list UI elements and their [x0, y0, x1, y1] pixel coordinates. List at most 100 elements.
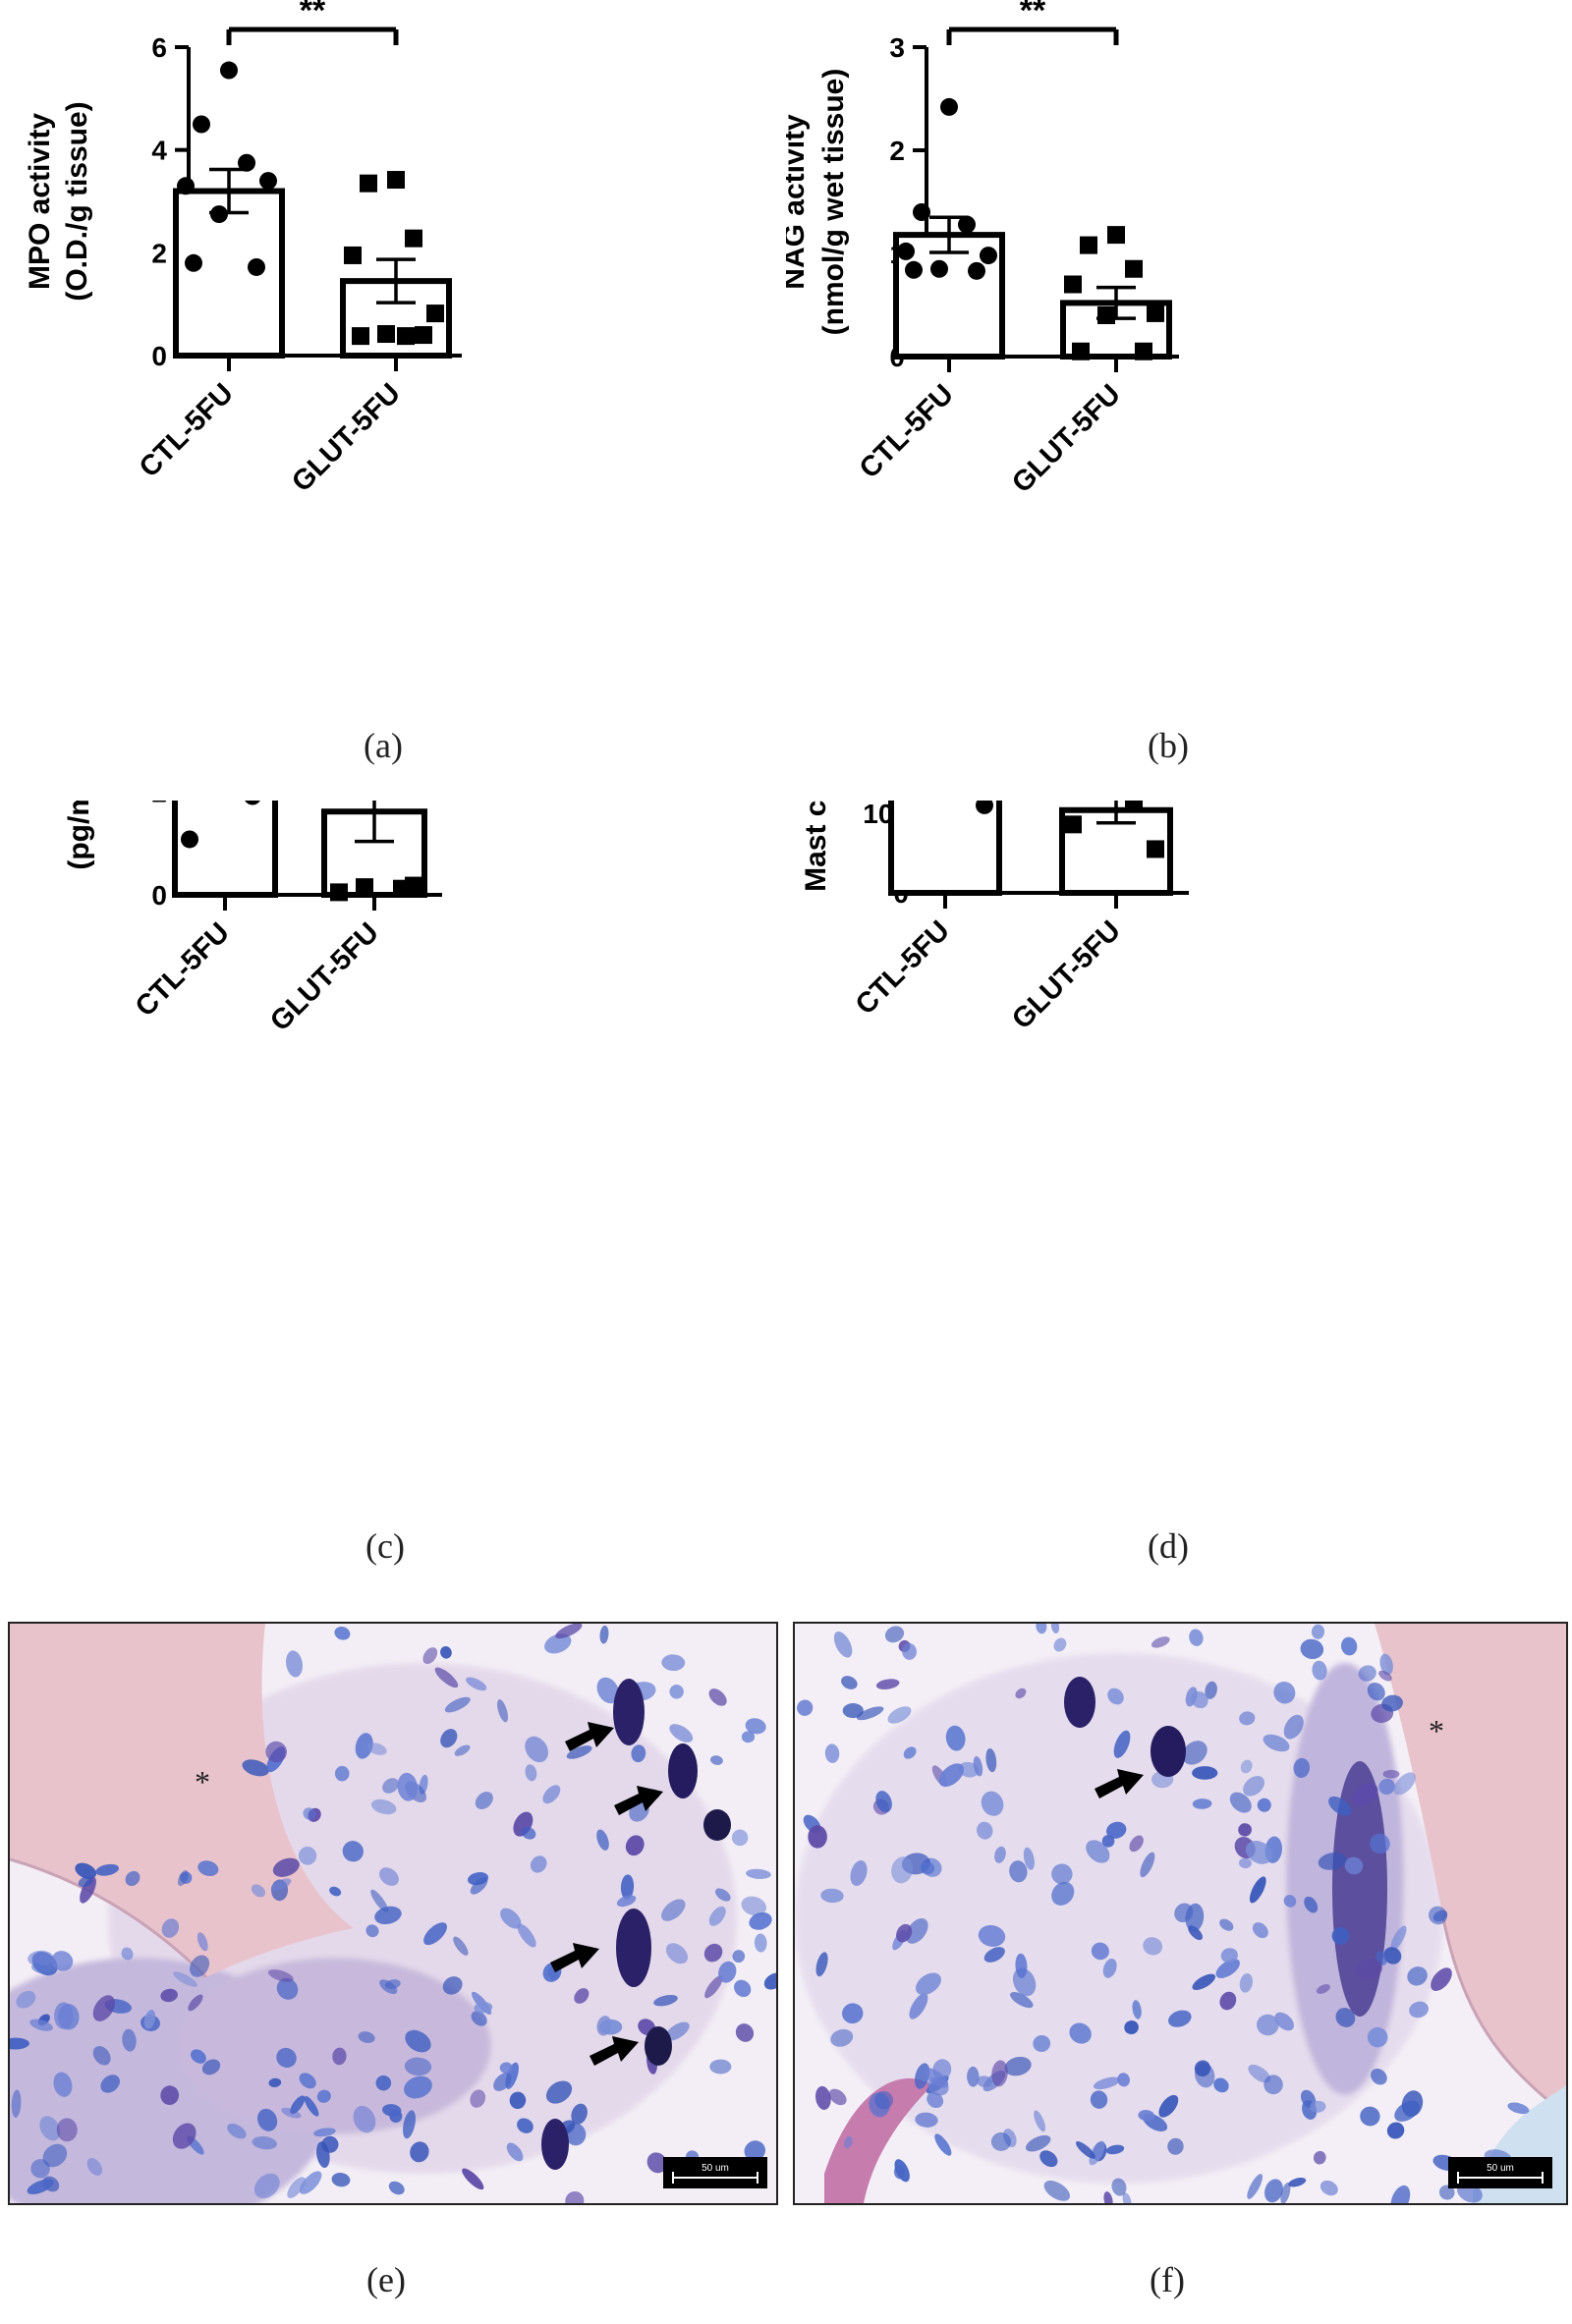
arrow-icon	[590, 2036, 639, 2066]
nucleus	[358, 2031, 375, 2043]
nucleus	[525, 1736, 549, 1763]
nucleus	[1431, 1967, 1452, 1991]
nucleus	[29, 2019, 53, 2031]
nucleus	[1283, 1714, 1304, 1740]
nucleus	[544, 1633, 572, 1654]
data-point	[248, 257, 265, 276]
nucleus	[404, 2075, 432, 2099]
nucleus	[620, 1874, 635, 1900]
nucleus	[945, 1725, 966, 1751]
micrograph-f-image: 50 um *	[795, 1624, 1566, 2203]
nucleus	[1304, 1896, 1319, 1913]
significance-marker: **	[300, 0, 326, 29]
cell-nuclei	[797, 1624, 1530, 2203]
nucleus	[355, 1733, 373, 1759]
nucleus	[56, 2118, 78, 2142]
nucleus	[1089, 2140, 1105, 2166]
nucleus	[172, 2123, 196, 2149]
nucleus	[991, 2060, 1008, 2087]
nucleus	[1091, 1942, 1109, 1961]
nucleus	[1263, 1734, 1290, 1752]
nucleus	[843, 2135, 853, 2149]
nucleus	[31, 1963, 48, 1974]
micrograph-e-image: 50 um *	[10, 1624, 776, 2203]
nucleus	[78, 1876, 93, 1888]
data-point	[897, 242, 915, 260]
nucleus	[887, 1706, 912, 1724]
nucleus	[365, 1924, 379, 1938]
nucleus	[517, 2118, 533, 2133]
nucleus	[453, 1936, 469, 1956]
nucleus	[981, 1791, 1004, 1816]
data-point	[968, 261, 985, 280]
data-point	[426, 304, 444, 323]
nucleus	[661, 1654, 686, 1672]
nucleus	[598, 2019, 623, 2035]
nucleus	[1086, 1840, 1110, 1863]
nucleus	[143, 2010, 156, 2029]
nucleus	[1239, 1973, 1253, 1993]
nucleus	[403, 2110, 416, 2139]
nucleus	[744, 2140, 765, 2162]
nucleus	[125, 1870, 140, 1887]
data-point	[940, 97, 958, 116]
nucleus	[54, 2002, 74, 2029]
nucleus	[121, 1947, 134, 1961]
nucleus	[874, 2090, 894, 2110]
nucleus	[1182, 1741, 1207, 1765]
y-tick-label: 4	[151, 136, 167, 166]
nucleus	[257, 2108, 278, 2131]
nucleus	[732, 1950, 746, 1964]
nucleus	[1371, 2068, 1387, 2085]
nucleus	[10, 2037, 29, 2050]
nucleus	[1319, 2180, 1338, 2196]
nucleus	[1300, 1638, 1324, 1660]
nucleus	[321, 2135, 339, 2153]
nucleus	[509, 2091, 527, 2110]
nucleus	[896, 1923, 913, 1943]
nucleus	[313, 2128, 336, 2137]
nucleus	[444, 1696, 471, 1713]
nucleus	[665, 2021, 690, 2041]
data-point	[177, 177, 195, 195]
nucleus	[1409, 2001, 1430, 2019]
nucleus	[1383, 1947, 1402, 1964]
nucleus	[824, 1743, 840, 1763]
nucleus	[1129, 1835, 1144, 1853]
y-tick-label: 2	[151, 238, 167, 268]
nucleus	[1249, 1876, 1266, 1904]
x-tick-label: GLUT-5FU	[286, 377, 407, 498]
nucleus	[500, 1908, 522, 1929]
nucleus	[521, 1827, 536, 1840]
nucleus	[316, 2089, 331, 2103]
nucleus	[1312, 1660, 1327, 1681]
y-tick-label: 3	[889, 32, 905, 63]
nucleus	[173, 1971, 197, 1987]
nucleus	[334, 1626, 351, 1640]
nucleus	[924, 2068, 949, 2088]
nucleus	[1039, 2150, 1058, 2168]
nucleus	[905, 1918, 928, 1944]
bar-ctl-5fu	[173, 188, 285, 359]
nucleus	[1273, 1681, 1296, 1704]
nucleus	[973, 1755, 983, 1777]
panel-label-d: (d)	[1148, 1526, 1189, 1566]
nucleus	[1205, 1681, 1217, 1699]
nucleus	[286, 1650, 303, 1678]
nucleus	[506, 2142, 524, 2162]
nucleus	[1174, 1903, 1194, 1922]
nucleus	[1340, 1636, 1358, 1656]
nucleus	[1390, 2185, 1411, 2203]
nucleus	[1378, 1670, 1392, 1682]
nucleus	[382, 2104, 402, 2117]
nucleus	[745, 1718, 766, 1735]
nucleus	[1313, 2150, 1326, 2165]
nucleus	[815, 1952, 828, 1977]
nucleus	[1122, 2192, 1132, 2203]
arrow-icon	[614, 1786, 663, 1815]
nucleus	[994, 1846, 1006, 1863]
nucleus	[1239, 1711, 1256, 1726]
nucleus	[850, 1860, 868, 1886]
data-point	[387, 171, 405, 190]
nucleus	[1370, 1833, 1390, 1854]
